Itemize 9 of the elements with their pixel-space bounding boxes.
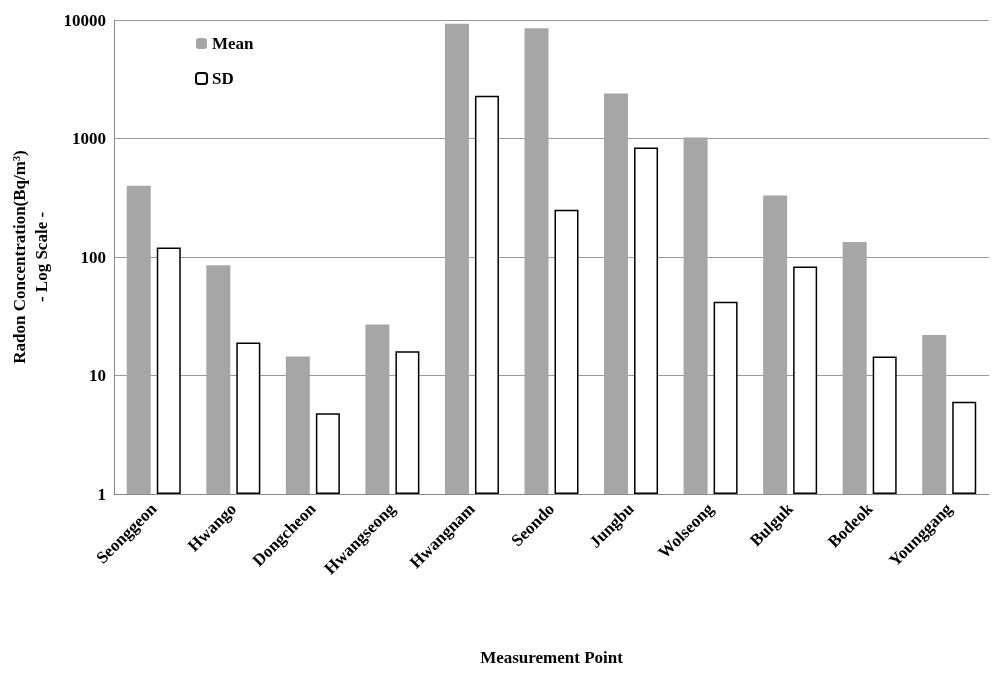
y-tick-label: 100 <box>80 247 106 267</box>
y-tick-label: 10000 <box>63 10 106 30</box>
y-tick-label: 1000 <box>72 129 106 148</box>
legend-label: Mean <box>212 34 255 53</box>
y-tick-label: 10 <box>89 366 106 385</box>
y-axis-title: Radon Concentration(Bq/m³) - Log Scale - <box>9 150 51 364</box>
x-axis-title: Measurement Point <box>480 648 624 667</box>
legend-label: SD <box>212 69 234 88</box>
y-tick-label: 1 <box>97 484 106 504</box>
